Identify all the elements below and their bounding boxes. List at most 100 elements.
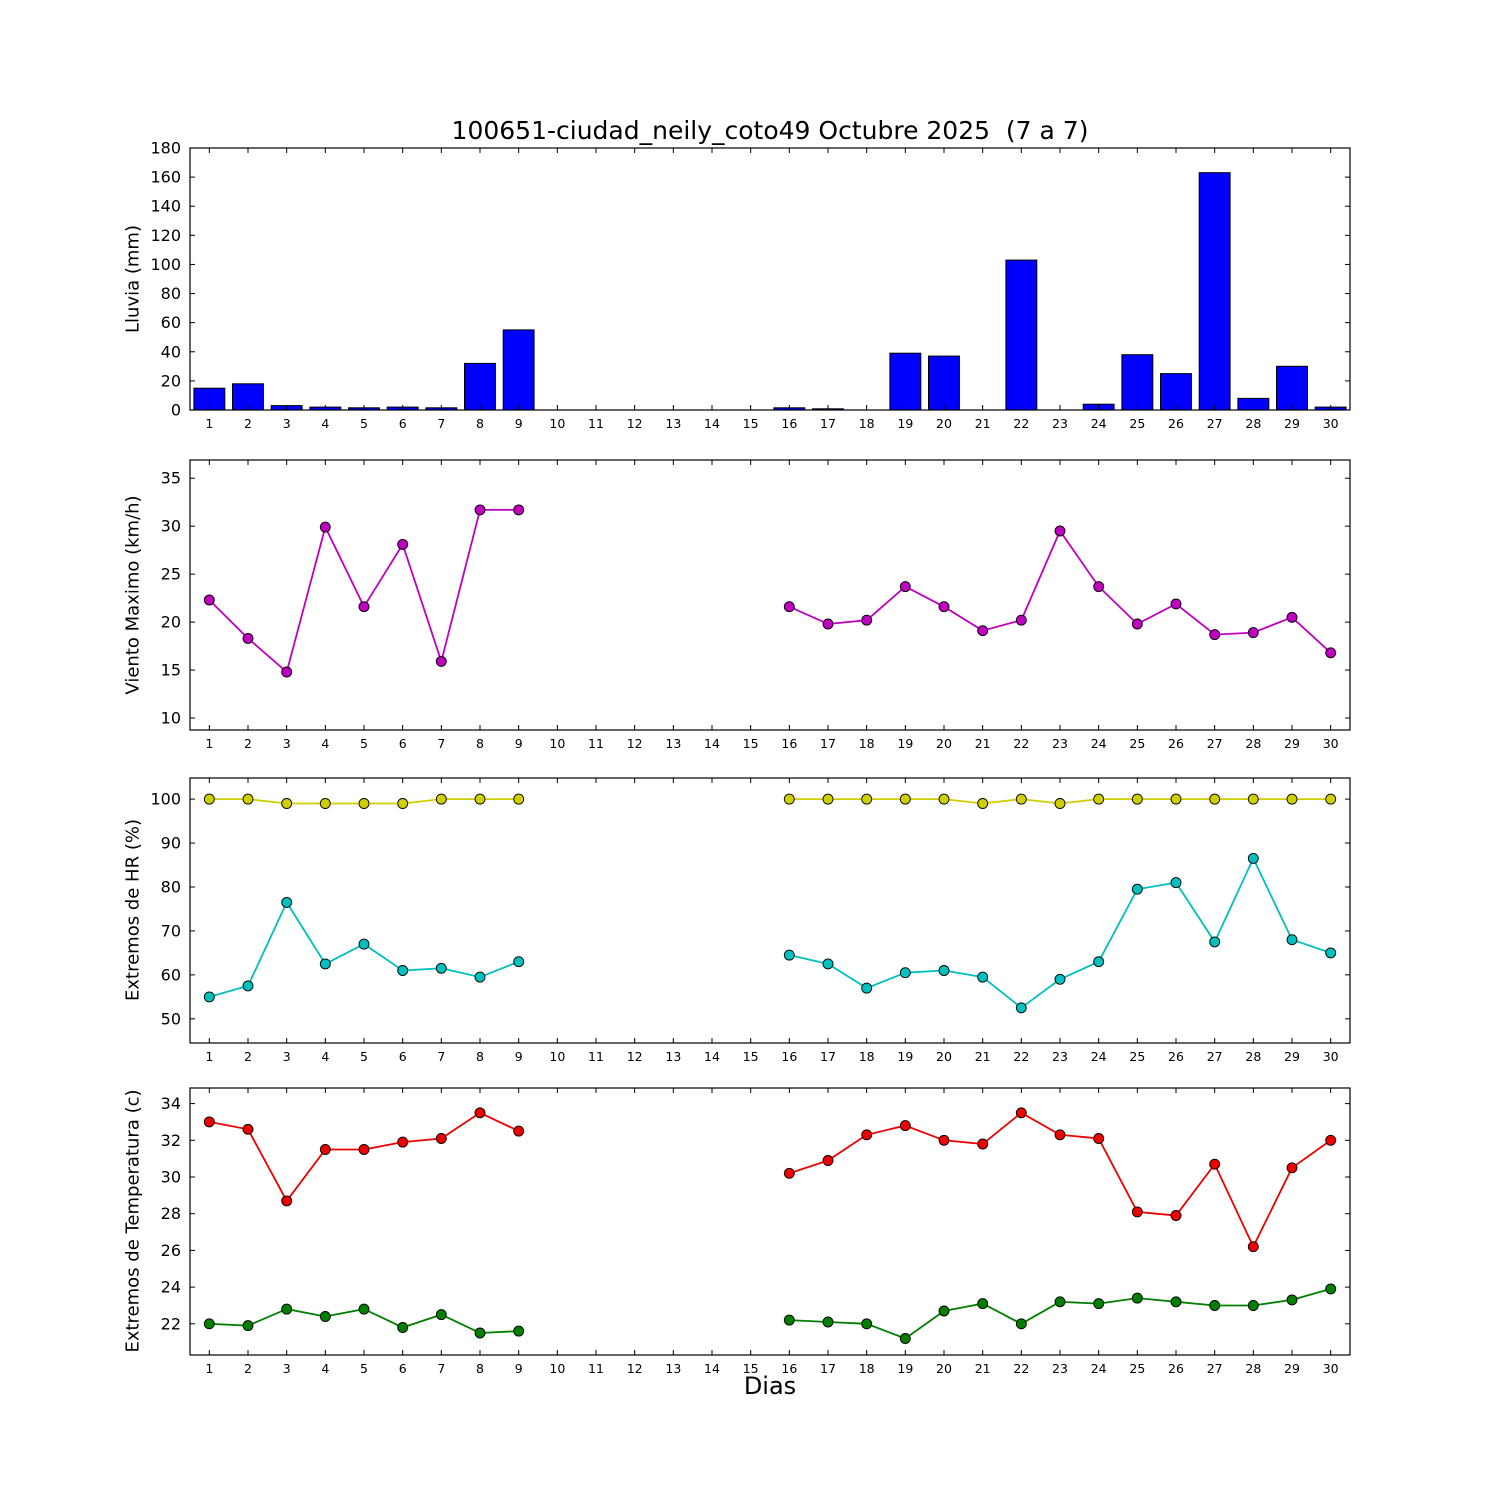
svg-text:13: 13 [665,1049,681,1064]
svg-text:26: 26 [1168,416,1184,431]
svg-text:28: 28 [1245,1361,1261,1376]
svg-text:29: 29 [1284,416,1300,431]
series-lluvia_mm [193,172,1347,411]
svg-text:27: 27 [1207,416,1223,431]
svg-text:28: 28 [1245,416,1261,431]
svg-text:27: 27 [1207,1361,1223,1376]
svg-text:10: 10 [549,416,565,431]
svg-text:160: 160 [150,168,181,187]
svg-text:23: 23 [1052,1049,1068,1064]
svg-text:23: 23 [1052,736,1068,751]
svg-text:5: 5 [360,736,368,751]
svg-text:1: 1 [205,736,213,751]
svg-text:1: 1 [205,416,213,431]
svg-text:27: 27 [1207,736,1223,751]
svg-text:25: 25 [161,565,181,584]
svg-text:20: 20 [161,613,181,632]
svg-text:22: 22 [1013,736,1029,751]
svg-text:20: 20 [936,1361,952,1376]
svg-text:6: 6 [399,1049,407,1064]
series-hr_maxima [203,793,1337,809]
svg-text:6: 6 [399,1361,407,1376]
svg-text:3: 3 [283,416,291,431]
svg-text:4: 4 [321,1049,329,1064]
svg-text:20: 20 [936,1049,952,1064]
svg-text:19: 19 [897,1049,913,1064]
svg-text:23: 23 [1052,416,1068,431]
svg-text:70: 70 [161,921,181,940]
svg-text:22: 22 [1013,416,1029,431]
svg-text:9: 9 [515,736,523,751]
svg-text:13: 13 [665,416,681,431]
svg-text:7: 7 [437,1049,445,1064]
svg-text:19: 19 [897,736,913,751]
svg-text:4: 4 [321,1361,329,1376]
svg-text:23: 23 [1052,1361,1068,1376]
svg-text:120: 120 [150,226,181,245]
svg-text:14: 14 [704,416,720,431]
svg-text:20: 20 [936,736,952,751]
svg-text:6: 6 [399,416,407,431]
svg-text:7: 7 [437,736,445,751]
subplot-hr: 1 2 3 4 5 6 7 8 9 10 11 12 13 14 15 16 17 18 19 20 21 22 23 24 2… [150,777,1351,1064]
ticks-viento: 1 2 3 4 5 6 7 8 9 10 11 12 13 14 15 16 17 18 19 20 21 22 23 24 2… [161,460,1350,751]
svg-text:8: 8 [476,736,484,751]
svg-text:26: 26 [1168,1049,1184,1064]
svg-text:11: 11 [588,736,604,751]
svg-text:60: 60 [161,965,181,984]
svg-text:14: 14 [704,1361,720,1376]
axes-frame [189,777,1351,1044]
svg-text:28: 28 [1245,1049,1261,1064]
svg-text:30: 30 [161,1168,181,1187]
svg-text:17: 17 [820,1049,836,1064]
svg-text:7: 7 [437,1361,445,1376]
svg-text:140: 140 [150,197,181,216]
svg-text:29: 29 [1284,1049,1300,1064]
xlabel-dias: Dias [743,1372,797,1400]
svg-text:90: 90 [161,834,181,853]
svg-text:12: 12 [627,1361,643,1376]
svg-text:17: 17 [820,416,836,431]
svg-text:80: 80 [161,877,181,896]
svg-text:10: 10 [549,1361,565,1376]
svg-text:8: 8 [476,1361,484,1376]
svg-text:24: 24 [1091,1049,1107,1064]
svg-text:1: 1 [205,1361,213,1376]
svg-text:29: 29 [1284,736,1300,751]
svg-text:40: 40 [161,342,181,361]
svg-text:24: 24 [1091,1361,1107,1376]
svg-text:22: 22 [161,1314,181,1333]
svg-text:3: 3 [283,736,291,751]
svg-text:2: 2 [244,1049,252,1064]
svg-text:18: 18 [859,736,875,751]
svg-text:25: 25 [1129,416,1145,431]
axes-frame [189,1087,1351,1356]
svg-text:25: 25 [1129,736,1145,751]
ylabel-viento: Viento Maximo (km/h) [122,495,144,695]
svg-text:17: 17 [820,736,836,751]
series-viento_maximo [203,504,1337,678]
svg-text:180: 180 [150,139,181,158]
svg-text:14: 14 [704,736,720,751]
svg-text:20: 20 [161,371,181,390]
svg-text:10: 10 [549,736,565,751]
svg-text:100: 100 [150,790,181,809]
svg-text:26: 26 [1168,736,1184,751]
svg-text:10: 10 [549,1049,565,1064]
ticks-hr: 1 2 3 4 5 6 7 8 9 10 11 12 13 14 15 16 17 18 19 20 21 22 23 24 2… [150,778,1350,1064]
svg-text:19: 19 [897,1361,913,1376]
svg-text:30: 30 [1323,1361,1339,1376]
svg-text:11: 11 [588,416,604,431]
svg-text:18: 18 [859,1049,875,1064]
svg-text:30: 30 [161,517,181,536]
svg-text:80: 80 [161,284,181,303]
svg-text:19: 19 [897,416,913,431]
svg-text:22: 22 [1013,1361,1029,1376]
svg-text:2: 2 [244,736,252,751]
svg-text:13: 13 [665,1361,681,1376]
svg-text:18: 18 [859,1361,875,1376]
svg-text:21: 21 [975,736,991,751]
svg-text:9: 9 [515,416,523,431]
ylabel-hr: Extremos de HR (%) [122,819,144,1001]
svg-text:25: 25 [1129,1049,1145,1064]
